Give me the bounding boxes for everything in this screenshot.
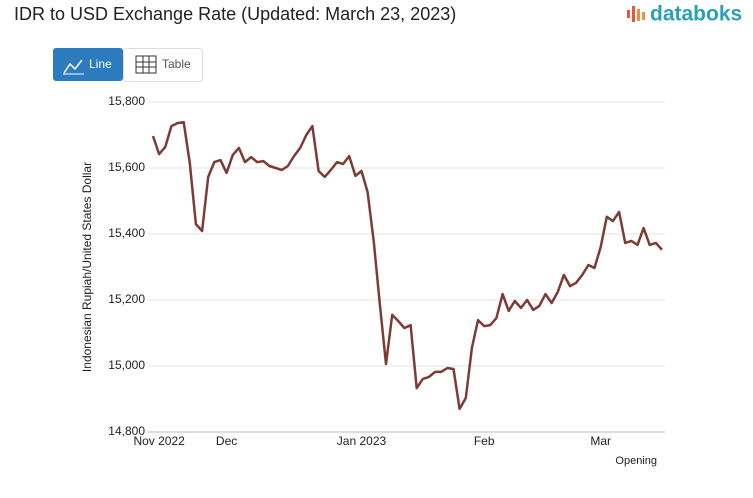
- table-button[interactable]: Table: [123, 48, 203, 82]
- logo: databoks: [627, 3, 742, 26]
- legend-label: Opening: [615, 455, 657, 467]
- x-tick-label: Nov 2022: [133, 434, 185, 448]
- button-bg: [53, 48, 123, 81]
- logo-icon: [637, 9, 640, 21]
- x-tick-label: Dec: [216, 434, 237, 448]
- table-icon: [135, 55, 157, 74]
- logo-icon: [627, 10, 630, 18]
- button-label: Table: [162, 57, 191, 71]
- x-tick-label: Jan 2023: [337, 434, 387, 448]
- y-tick-label: 15,600: [108, 160, 145, 174]
- line-button[interactable]: Line: [53, 48, 123, 81]
- y-axis-title: Indonesian Rupiah/United States Dollar: [80, 162, 94, 372]
- y-tick-label: 15,400: [108, 226, 145, 240]
- y-tick-label: 15,800: [108, 94, 145, 108]
- logo-icon: [642, 12, 645, 20]
- line-series: [151, 120, 663, 411]
- x-tick-label: Feb: [474, 434, 495, 448]
- x-tick-label: Mar: [590, 434, 611, 448]
- button-label: Line: [89, 57, 112, 71]
- chart-title: IDR to USD Exchange Rate (Updated: March…: [14, 4, 456, 24]
- line-icon: [63, 59, 83, 74]
- logo-icon: [632, 6, 635, 22]
- y-tick-label: 15,200: [108, 292, 145, 306]
- table-icon: [136, 56, 156, 73]
- y-tick-label: 14,800: [108, 424, 145, 438]
- y-tick-label: 15,000: [108, 358, 145, 372]
- brand: databoks: [650, 3, 742, 26]
